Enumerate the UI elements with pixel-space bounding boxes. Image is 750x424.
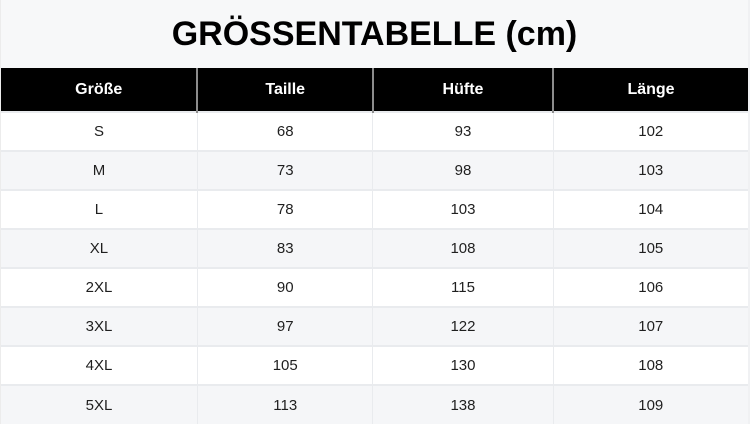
header-cell-groesse: Größe — [1, 68, 198, 112]
size-label-cell: L — [1, 189, 198, 229]
size-label-cell: 3XL — [1, 306, 198, 346]
page-title: GRÖSSENTABELLE (cm) — [171, 14, 578, 53]
measurement-cell: 106 — [552, 267, 748, 307]
measurement-cell: 113 — [196, 384, 373, 424]
size-table-body: S 68 93 102 M 73 98 103 L 78 103 104 XL 83 108 105 2XL 90… — [1, 111, 748, 424]
size-label-cell: XL — [1, 228, 198, 268]
size-label-cell: S — [1, 111, 198, 151]
size-label-cell: 4XL — [1, 345, 198, 385]
measurement-cell: 122 — [372, 306, 553, 346]
table-row: M 73 98 103 — [1, 150, 748, 190]
size-table-header: Größe Taille Hüfte Länge — [1, 68, 748, 112]
measurement-cell: 90 — [196, 267, 373, 307]
measurement-cell: 73 — [196, 150, 373, 190]
measurement-cell: 105 — [196, 345, 373, 385]
table-row: 3XL 97 122 107 — [1, 306, 748, 346]
header-cell-taille: Taille — [196, 68, 373, 112]
measurement-cell: 108 — [372, 228, 553, 268]
title-band: GRÖSSENTABELLE (cm) — [1, 0, 748, 68]
measurement-cell: 68 — [196, 111, 373, 151]
size-table: Größe Taille Hüfte Länge S 68 93 102 M 73 98 10… — [1, 68, 748, 424]
table-row: 2XL 90 115 106 — [1, 267, 748, 307]
measurement-cell: 102 — [552, 111, 748, 151]
measurement-cell: 78 — [196, 189, 373, 229]
measurement-cell: 103 — [372, 189, 553, 229]
measurement-cell: 109 — [552, 384, 748, 424]
measurement-cell: 93 — [372, 111, 553, 151]
measurement-cell: 83 — [196, 228, 373, 268]
measurement-cell: 138 — [372, 384, 553, 424]
table-row: L 78 103 104 — [1, 189, 748, 229]
header-cell-huefte: Hüfte — [371, 68, 553, 112]
table-row: 5XL 113 138 109 — [1, 384, 748, 424]
measurement-cell: 115 — [372, 267, 553, 307]
header-row: Größe Taille Hüfte Länge — [1, 68, 748, 112]
measurement-cell: 97 — [196, 306, 373, 346]
measurement-cell: 103 — [552, 150, 748, 190]
header-cell-laenge: Länge — [552, 68, 748, 112]
measurement-cell: 107 — [552, 306, 748, 346]
size-label-cell: 5XL — [1, 384, 198, 424]
size-label-cell: M — [1, 150, 198, 190]
measurement-cell: 130 — [372, 345, 553, 385]
measurement-cell: 108 — [552, 345, 748, 385]
measurement-cell: 104 — [552, 189, 748, 229]
table-row: XL 83 108 105 — [1, 228, 748, 268]
size-label-cell: 2XL — [1, 267, 198, 307]
table-row: S 68 93 102 — [1, 111, 748, 151]
measurement-cell: 98 — [372, 150, 553, 190]
table-row: 4XL 105 130 108 — [1, 345, 748, 385]
measurement-cell: 105 — [552, 228, 748, 268]
